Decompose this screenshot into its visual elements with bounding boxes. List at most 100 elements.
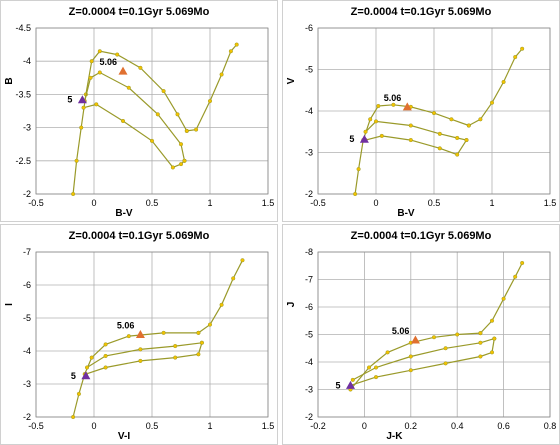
x-tick-label: -0.2 <box>310 421 326 431</box>
data-point <box>408 138 413 143</box>
series-line-2 <box>352 338 495 381</box>
data-point <box>489 100 495 105</box>
x-axis-label: B-V <box>115 208 133 219</box>
y-tick-label: -3 <box>305 148 313 158</box>
data-point <box>501 296 506 301</box>
data-point <box>240 258 245 263</box>
x-axis-label: V-I <box>118 431 130 442</box>
data-point <box>194 127 199 132</box>
y-tick-label: -5 <box>23 313 31 323</box>
data-point <box>501 79 506 84</box>
data-point <box>449 117 454 122</box>
mass-marker-low <box>345 380 355 389</box>
data-point <box>88 75 93 80</box>
y-tick-label: -5 <box>305 65 313 75</box>
data-point <box>161 89 166 94</box>
data-point <box>103 365 108 370</box>
data-point <box>478 117 483 122</box>
y-axis-label: J <box>286 302 297 308</box>
x-tick-label: 0.8 <box>544 421 557 431</box>
data-point <box>182 158 187 163</box>
mass-marker-high <box>135 330 145 338</box>
x-tick-label: 0.5 <box>146 198 159 208</box>
chart-panel-3: Z=0.0004 t=0.1Gyr 5.069Mo -2 -3 -4 -5 -6 -7 -0.… <box>0 224 278 445</box>
data-point <box>126 85 131 90</box>
panel-border <box>0 0 278 222</box>
mass-marker-label: 5.06 <box>392 326 410 336</box>
y-tick-label: -2 <box>305 412 313 422</box>
data-point <box>455 135 460 141</box>
chart-panel-2: Z=0.0004 t=0.1Gyr 5.069Mo -2 -3 -4 -5 -6 -0.5 0… <box>282 0 560 222</box>
plot-area <box>317 27 551 195</box>
data-point <box>431 111 437 116</box>
data-point <box>366 365 372 370</box>
data-point <box>234 42 239 47</box>
x-tick-label: 1.5 <box>262 198 275 208</box>
data-point <box>464 138 469 143</box>
data-point <box>489 318 495 323</box>
data-point <box>356 167 361 172</box>
data-point <box>489 350 495 355</box>
x-tick-label: 0.6 <box>497 421 510 431</box>
data-point <box>373 365 379 370</box>
data-point <box>408 123 413 128</box>
mass-marker-low <box>77 95 87 104</box>
y-axis-label: I <box>4 303 15 306</box>
chart-panel-4: Z=0.0004 t=0.1Gyr 5.069Mo -2 -3 -4 -5 -6 -7 -8 -… <box>282 224 560 445</box>
x-tick-label: 0.2 <box>405 421 418 431</box>
x-tick-label: 0 <box>373 198 378 208</box>
data-point <box>76 391 81 396</box>
data-point <box>199 340 204 345</box>
data-point <box>138 65 143 70</box>
x-tick-label: 0 <box>91 198 96 208</box>
mass-marker-label: 5.06 <box>117 321 135 331</box>
y-tick-label: -8 <box>305 247 313 257</box>
data-point <box>149 138 155 143</box>
mass-marker-high <box>402 102 412 111</box>
data-point <box>219 302 224 307</box>
data-point <box>126 334 131 339</box>
x-tick-label: 0 <box>362 421 367 431</box>
mass-marker-high <box>410 335 420 344</box>
data-point <box>443 361 448 366</box>
y-tick-label: -7 <box>23 247 31 257</box>
y-axis-label: B <box>4 77 15 84</box>
data-point <box>175 112 180 117</box>
data-point <box>89 59 94 64</box>
y-tick-label: -2 <box>305 189 313 199</box>
data-point <box>161 330 166 335</box>
data-point <box>103 353 108 359</box>
data-point <box>228 49 233 54</box>
y-tick-label: -2 <box>23 412 31 422</box>
data-point <box>97 49 102 54</box>
mass-marker-low <box>81 371 91 380</box>
data-point <box>207 322 213 327</box>
data-point <box>219 72 224 77</box>
x-tick-label: 0.5 <box>428 198 441 208</box>
data-point <box>478 331 483 336</box>
data-point <box>196 352 201 357</box>
x-tick-label: 1 <box>207 421 212 431</box>
data-point <box>437 131 442 136</box>
x-tick-label: 1 <box>489 198 494 208</box>
y-tick-label: -6 <box>23 280 31 290</box>
y-tick-label: -4 <box>23 346 31 356</box>
data-point <box>466 123 471 128</box>
data-point <box>513 274 518 279</box>
chart-title: Z=0.0004 t=0.1Gyr 5.069Mo <box>351 6 492 18</box>
x-tick-label: 1 <box>207 198 212 208</box>
data-point <box>385 350 390 355</box>
mass-marker-label: 5.06 <box>99 57 117 67</box>
mass-marker-label: 5.06 <box>384 93 402 103</box>
y-tick-label: -3 <box>23 379 31 389</box>
data-point <box>376 103 381 109</box>
data-point <box>455 332 460 337</box>
y-axis-label: V <box>286 77 297 84</box>
plot-area <box>317 251 551 418</box>
data-point <box>184 128 189 133</box>
data-point <box>138 358 143 363</box>
data-point <box>170 165 175 170</box>
x-tick-label: 0.4 <box>451 421 464 431</box>
data-point <box>368 117 373 122</box>
y-tick-label: -5 <box>305 330 313 340</box>
